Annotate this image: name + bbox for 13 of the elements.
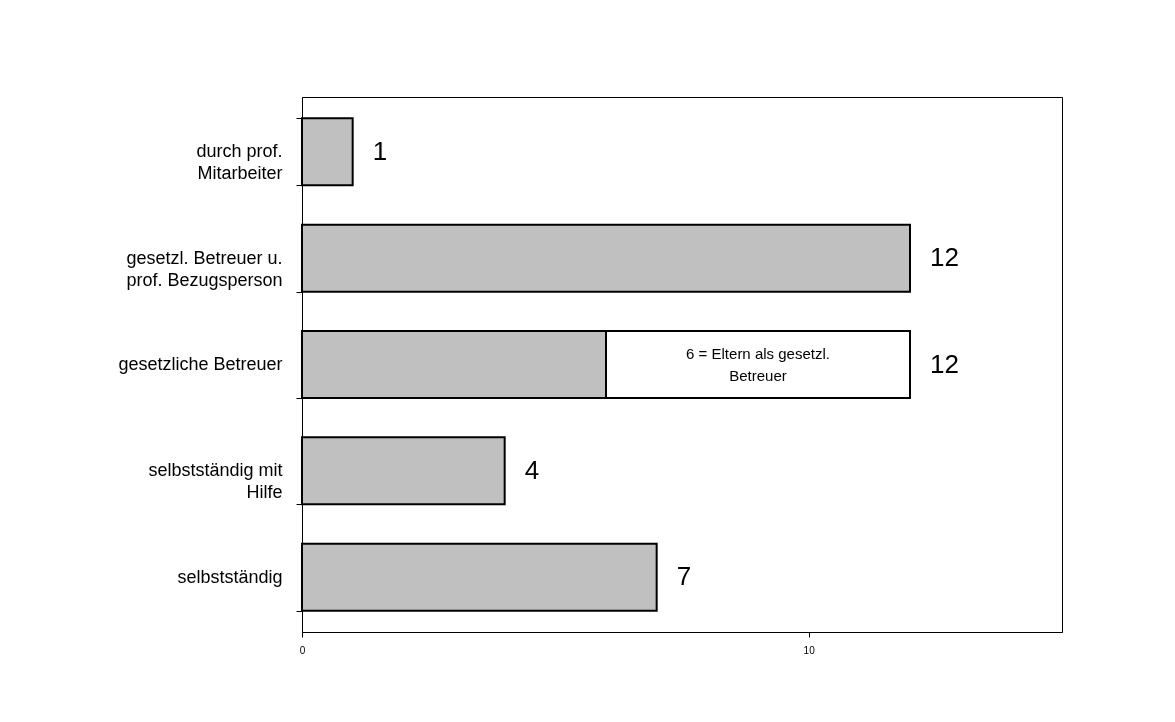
y-tick-label: selbstständig [177,566,283,587]
y-tick-label: selbstständig mit Hilfe [148,460,283,503]
annotation: 6 = Eltern als gesetzl. Betreuer [686,344,830,384]
total-label: 7 [676,561,692,592]
y-tick-label: durch prof. Mitarbeiter [196,141,283,184]
total-label: 1 [372,135,388,166]
total-label: 4 [524,454,540,485]
x-tick-label: 10 [803,644,816,656]
y-tick-label: gesetzl. Betreuer u. prof. Bezugsperson [126,247,283,290]
y-tick-label: gesetzliche Betreuer [118,354,283,374]
total-label: 12 [930,348,959,379]
x-tick-label: 0 [299,644,306,656]
total-label: 12 [930,242,959,273]
